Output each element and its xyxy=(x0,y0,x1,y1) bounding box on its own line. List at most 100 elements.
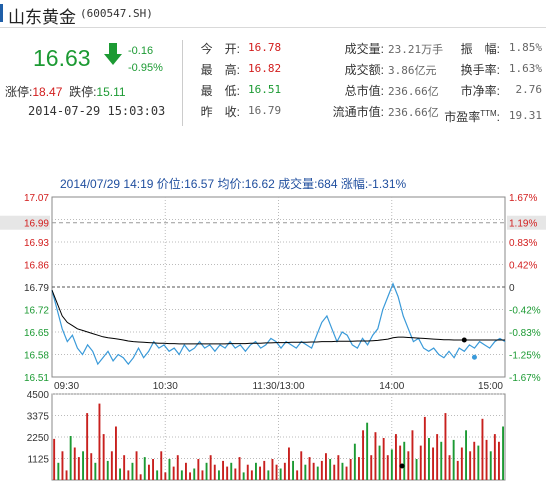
stat-value: 236.66亿 xyxy=(388,106,439,119)
volume-bar xyxy=(131,462,134,480)
volume-bar xyxy=(456,460,459,480)
stat-label: 市盈率TTM: xyxy=(444,109,500,124)
stat-value: 236.66亿 xyxy=(388,85,439,98)
stock-name: 山东黄金 xyxy=(8,8,76,27)
stat-label: 振 幅: xyxy=(460,42,500,56)
volume-bar xyxy=(374,432,377,480)
title-accent-bar xyxy=(0,4,3,22)
volume-bar xyxy=(226,466,229,480)
volume-bar xyxy=(465,430,467,480)
stat-value: 16.79 xyxy=(248,104,282,117)
volume-bar xyxy=(386,455,389,480)
volume-bar xyxy=(390,449,393,480)
volume-bar xyxy=(250,470,253,480)
volume-bar xyxy=(185,462,187,480)
volume-bar xyxy=(316,466,319,480)
volume-bar xyxy=(341,462,344,480)
volume-bar xyxy=(123,455,126,480)
volume-bar xyxy=(209,455,212,480)
price-line xyxy=(51,282,506,366)
average-price-line xyxy=(51,290,505,345)
volume-bar xyxy=(127,470,130,480)
volume-bar xyxy=(279,468,282,480)
average-hover-dot xyxy=(461,337,467,343)
y-tick-label: 16.79 xyxy=(24,283,49,294)
limit-down-label: 跌停 xyxy=(69,85,94,99)
volume-bar xyxy=(242,472,245,480)
volume-bar xyxy=(498,441,500,480)
volume-bar xyxy=(320,460,323,480)
price-hover-dot xyxy=(471,354,477,360)
volume-bar xyxy=(271,459,274,480)
y-tick-label: 16.58 xyxy=(24,351,49,362)
y-tick-label-right: -1.67% xyxy=(509,373,541,384)
y-tick-label: 16.93 xyxy=(24,238,49,249)
volume-hover-dot xyxy=(399,463,405,469)
volume-bar xyxy=(86,413,89,480)
hover-price-box xyxy=(0,215,50,230)
volume-bar xyxy=(333,464,336,480)
volume-tick-label: 4500 xyxy=(27,390,50,401)
volume-bar xyxy=(176,455,179,480)
volume-bar xyxy=(312,462,315,480)
volume-bar xyxy=(473,441,476,480)
volume-bar xyxy=(90,453,93,480)
volume-bar xyxy=(238,457,241,480)
volume-bar xyxy=(349,459,352,480)
stat-label: 今 开: xyxy=(200,42,240,56)
title-bar: 山东黄金 (600547.SH) xyxy=(0,0,546,28)
volume-bar xyxy=(259,466,261,480)
volume-bar xyxy=(205,462,208,480)
volume-bar xyxy=(61,451,64,480)
stat-label-sup: TTM xyxy=(480,109,497,118)
volume-bar xyxy=(234,468,237,480)
volume-bar xyxy=(82,451,84,480)
y-tick-label-right: 0 xyxy=(509,283,515,294)
volume-bar xyxy=(304,464,307,480)
volume-bar xyxy=(296,470,299,480)
stat-label: 成交额: xyxy=(344,63,384,77)
stat-value: 1.63% xyxy=(508,62,542,75)
x-tick-label: 15:00 xyxy=(478,381,503,392)
volume-bar xyxy=(337,455,340,480)
volume-bar xyxy=(370,455,373,480)
volume-bar xyxy=(106,460,109,480)
y-tick-label-right: -0.83% xyxy=(509,328,541,339)
volume-bar xyxy=(502,426,504,480)
volume-bar xyxy=(102,434,105,480)
volume-bar xyxy=(139,474,142,480)
y-tick-label: 16.86 xyxy=(24,261,49,272)
limit-up-label: 涨停 xyxy=(5,85,30,99)
x-tick-label: 09:30 xyxy=(54,381,79,392)
hover-price-label: 16.99 xyxy=(24,219,49,230)
volume-bar xyxy=(53,438,56,480)
volume-bar xyxy=(382,438,385,480)
volume-bar xyxy=(73,447,76,480)
volume-bar xyxy=(362,430,364,480)
volume-bar xyxy=(197,459,200,480)
volume-bar xyxy=(275,464,278,480)
y-tick-label: 16.65 xyxy=(24,328,49,339)
volume-bar xyxy=(407,451,410,480)
volume-bar xyxy=(119,468,121,480)
volume-bar xyxy=(419,445,422,480)
volume-bar xyxy=(353,443,356,480)
y-tick-label-right: -1.25% xyxy=(509,351,541,362)
volume-bar xyxy=(489,451,492,480)
volume-bar xyxy=(77,457,80,480)
y-tick-label: 16.72 xyxy=(24,306,49,317)
y-tick-label-right: 0.83% xyxy=(509,238,537,249)
volume-bar xyxy=(292,460,294,480)
stat-label: 最 高: xyxy=(200,63,240,77)
volume-bar xyxy=(110,451,113,480)
volume-bar xyxy=(172,466,175,480)
volume-bar xyxy=(329,459,332,480)
volume-bar xyxy=(411,430,414,480)
volume-bar xyxy=(267,470,270,480)
current-price: 16.63 xyxy=(33,45,91,71)
volume-bar xyxy=(440,441,443,480)
volume-bar xyxy=(115,426,117,480)
stock-code: (600547.SH) xyxy=(80,7,153,20)
stat-value: 23.21万手 xyxy=(388,43,444,56)
intraday-chart[interactable]: 17.071.67%17.001.25%16.930.83%16.860.42%… xyxy=(0,190,546,485)
